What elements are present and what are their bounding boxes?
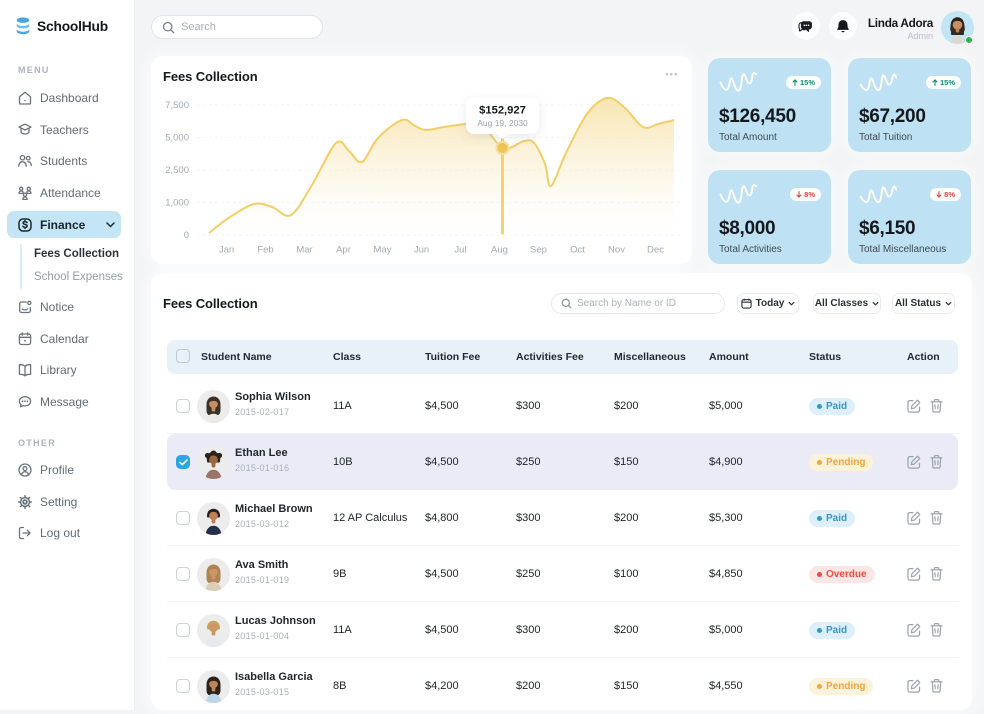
- svg-text:Sep: Sep: [530, 245, 547, 256]
- svg-text:Jan: Jan: [219, 245, 234, 256]
- svg-text:2,500: 2,500: [165, 165, 189, 176]
- svg-text:Aug 19, 2030: Aug 19, 2030: [477, 118, 528, 128]
- svg-text:Feb: Feb: [257, 245, 273, 256]
- svg-text:Mar: Mar: [296, 245, 312, 256]
- svg-text:Nov: Nov: [608, 245, 625, 256]
- svg-text:7,500: 7,500: [165, 100, 189, 111]
- svg-text:1,000: 1,000: [165, 198, 189, 209]
- svg-text:Aug: Aug: [491, 245, 508, 256]
- svg-text:May: May: [374, 245, 392, 256]
- svg-text:Oct: Oct: [570, 245, 585, 256]
- svg-text:0: 0: [184, 230, 189, 241]
- svg-text:Apr: Apr: [336, 245, 351, 256]
- svg-text:Jul: Jul: [454, 245, 466, 256]
- svg-text:Dec: Dec: [647, 245, 664, 256]
- svg-text:5,000: 5,000: [165, 133, 189, 144]
- svg-text:Jun: Jun: [414, 245, 429, 256]
- svg-text:$152,927: $152,927: [479, 105, 526, 117]
